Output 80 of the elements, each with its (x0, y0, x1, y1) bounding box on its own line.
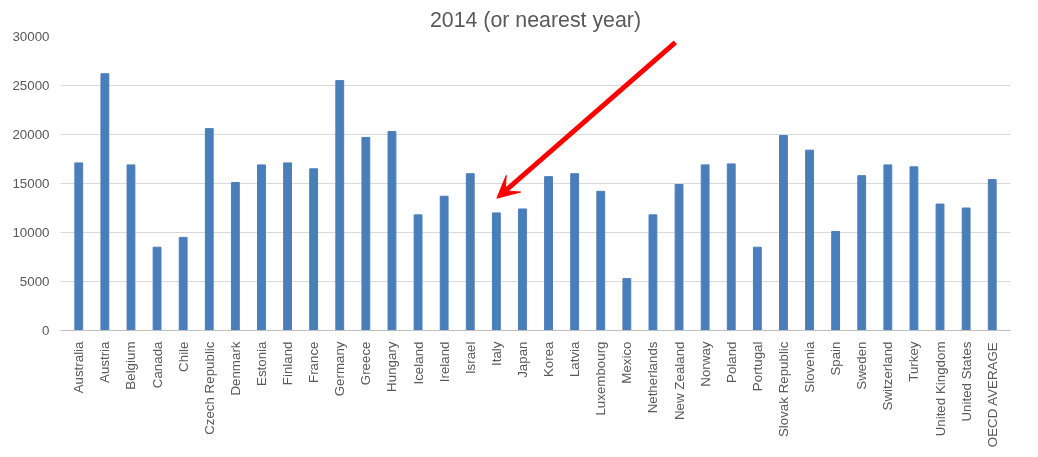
x-tick-label: Hungary (384, 341, 400, 392)
bar (779, 134, 788, 331)
x-tick-label: Slovenia (802, 340, 818, 393)
x-tick-label: OECD AVERAGE (984, 342, 1000, 448)
bar (465, 173, 475, 331)
x-tick-label: Greece (358, 341, 374, 386)
y-tick-label: 30000 (12, 29, 50, 44)
bar (909, 166, 919, 331)
bar (596, 190, 606, 331)
bar (152, 246, 162, 331)
x-tick-label: Portugal (749, 341, 765, 392)
chart-title: 2014 (or nearest year) (429, 7, 642, 32)
bar (752, 246, 762, 331)
x-tick-label: Belgium (123, 341, 139, 390)
x-tick-label: Australia (71, 340, 87, 394)
x-tick-label: Israel (462, 341, 478, 375)
bar (361, 136, 371, 331)
x-tick-label: Italy (488, 341, 504, 366)
x-tick-label: Spain (828, 341, 844, 376)
y-tick-label: 15000 (12, 176, 50, 191)
x-tick-label: Switzerland (880, 341, 896, 411)
x-tick-label: Finland (280, 341, 296, 386)
x-tick-label: Austria (97, 340, 113, 383)
x-tick-label: Czech Republic (201, 341, 217, 435)
x-tick-label: Sweden (854, 341, 870, 390)
bar (648, 214, 658, 331)
bar (622, 278, 632, 331)
y-tick-label: 0 (42, 323, 50, 338)
x-tick-label: Ireland (436, 341, 452, 383)
bar (309, 168, 319, 331)
x-tick-label: New Zealand (671, 341, 687, 421)
x-tick-label: France (306, 341, 322, 383)
y-tick-label: 25000 (12, 78, 50, 93)
x-tick-label: Poland (723, 341, 739, 383)
x-tick-label: Chile (175, 341, 191, 372)
bar (439, 195, 449, 331)
x-tick-label: Mexico (619, 341, 635, 384)
bar (491, 212, 501, 331)
x-tick-label: Latvia (567, 340, 583, 378)
bar (857, 175, 867, 331)
bar (987, 179, 997, 331)
bar (178, 236, 188, 331)
x-tick-label: Korea (541, 340, 557, 378)
bar (805, 149, 814, 331)
x-tick-label: Slovak Republic (775, 341, 791, 438)
bar (126, 164, 136, 331)
bar (518, 208, 527, 331)
x-tick-label: Norway (697, 341, 713, 387)
y-tick-label: 10000 (12, 225, 50, 240)
bar (726, 163, 736, 331)
x-tick-label: Estonia (253, 340, 269, 386)
bar (387, 131, 397, 331)
x-tick-label: Turkey (906, 341, 922, 382)
bar (335, 80, 345, 331)
bar (100, 73, 110, 331)
x-tick-label: Netherlands (645, 341, 661, 414)
bar (570, 173, 580, 331)
bar (961, 207, 971, 331)
x-tick-label: Canada (149, 340, 165, 389)
x-tick-label: Iceland (410, 341, 426, 385)
bar (204, 128, 214, 331)
x-tick-label: Luxembourg (593, 341, 609, 416)
bar (674, 183, 684, 331)
bar (257, 164, 266, 331)
bar (883, 164, 893, 331)
bar (413, 214, 423, 331)
bar (935, 203, 945, 331)
bar (74, 162, 84, 331)
bar (700, 164, 710, 331)
x-tick-label: Japan (514, 341, 530, 378)
bar (230, 182, 240, 331)
x-tick-label: United States (958, 341, 974, 422)
x-tick-label: Germany (332, 341, 348, 397)
x-tick-label: Denmark (227, 341, 243, 396)
bar (283, 162, 292, 331)
x-tick-label: United Kingdom (932, 341, 948, 437)
y-tick-label: 20000 (12, 127, 50, 142)
bar (544, 176, 553, 331)
bar (831, 231, 841, 331)
y-tick-label: 5000 (19, 274, 50, 289)
